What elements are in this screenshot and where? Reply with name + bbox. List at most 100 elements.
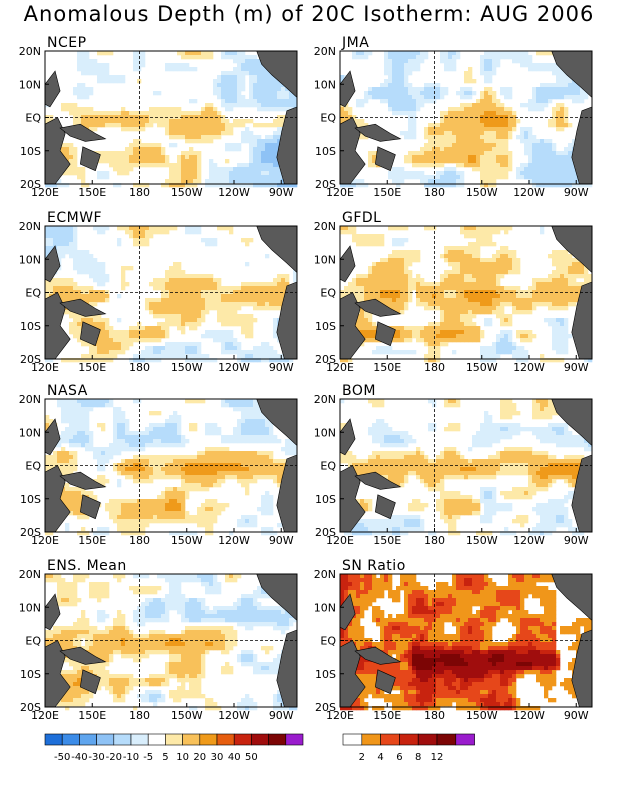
heatmap-cell bbox=[185, 167, 190, 172]
heatmap-cell bbox=[552, 342, 557, 347]
heatmap-cell bbox=[508, 111, 513, 116]
heatmap-cell bbox=[277, 286, 282, 291]
heatmap-cell bbox=[73, 326, 78, 331]
heatmap-cell bbox=[253, 91, 258, 96]
heatmap-cell bbox=[105, 123, 110, 128]
heatmap-cell bbox=[556, 282, 561, 287]
heatmap-cell bbox=[564, 111, 569, 116]
heatmap-cell bbox=[237, 306, 242, 311]
heatmap-cell bbox=[193, 183, 198, 188]
heatmap-cell bbox=[460, 91, 465, 96]
heatmap-cell bbox=[408, 67, 413, 72]
heatmap-cell bbox=[61, 467, 66, 472]
heatmap-cell bbox=[484, 322, 489, 327]
heatmap-cell bbox=[145, 123, 150, 128]
heatmap-cell bbox=[221, 302, 226, 307]
heatmap-cell bbox=[181, 131, 186, 136]
heatmap-cell bbox=[456, 330, 461, 335]
heatmap-cell bbox=[404, 111, 409, 116]
heatmap-cell bbox=[189, 99, 194, 104]
heatmap-cell bbox=[472, 262, 477, 267]
heatmap-cell bbox=[161, 226, 166, 231]
heatmap-cell bbox=[185, 123, 190, 128]
heatmap-cell bbox=[189, 322, 194, 327]
heatmap-cell bbox=[468, 143, 473, 148]
heatmap-cell bbox=[273, 135, 278, 140]
heatmap-cell bbox=[45, 282, 50, 287]
heatmap-cell bbox=[580, 183, 585, 188]
heatmap-cell bbox=[404, 71, 409, 76]
heatmap-cell bbox=[400, 75, 405, 80]
heatmap-cell bbox=[556, 115, 561, 120]
heatmap-cell bbox=[448, 246, 453, 251]
heatmap-cell bbox=[356, 183, 361, 188]
heatmap-cell bbox=[448, 298, 453, 303]
heatmap-cell bbox=[153, 282, 158, 287]
heatmap-cell bbox=[285, 358, 290, 363]
heatmap-cell bbox=[388, 346, 393, 351]
heatmap-cell bbox=[564, 326, 569, 331]
heatmap-cell bbox=[552, 71, 557, 76]
heatmap-cell bbox=[237, 342, 242, 347]
heatmap-cell bbox=[500, 306, 505, 311]
heatmap-cell bbox=[133, 59, 138, 64]
heatmap-cell bbox=[460, 310, 465, 315]
heatmap-cell bbox=[492, 346, 497, 351]
heatmap-cell bbox=[193, 322, 198, 327]
heatmap-cell bbox=[253, 103, 258, 108]
heatmap-cell bbox=[520, 338, 525, 343]
heatmap-cell bbox=[552, 87, 557, 92]
heatmap-cell bbox=[145, 242, 150, 247]
heatmap-cell bbox=[516, 262, 521, 267]
heatmap-cell bbox=[528, 159, 533, 164]
heatmap-cell bbox=[416, 67, 421, 72]
heatmap-cell bbox=[364, 123, 369, 128]
heatmap-cell bbox=[404, 282, 409, 287]
heatmap-cell bbox=[173, 282, 178, 287]
heatmap-cell bbox=[488, 167, 493, 172]
heatmap-cell bbox=[65, 242, 70, 247]
heatmap-cell bbox=[165, 230, 170, 235]
heatmap-cell bbox=[273, 298, 278, 303]
heatmap-cell bbox=[408, 103, 413, 108]
heatmap-cell bbox=[221, 310, 226, 315]
heatmap-cell bbox=[229, 103, 234, 108]
heatmap-cell bbox=[221, 51, 226, 56]
heatmap-cell bbox=[504, 258, 509, 263]
heatmap-cell bbox=[492, 290, 497, 295]
heatmap-cell bbox=[277, 175, 282, 180]
heatmap-cell bbox=[504, 226, 509, 231]
heatmap-cell bbox=[484, 59, 489, 64]
heatmap-cell bbox=[73, 286, 78, 291]
heatmap-cell bbox=[153, 278, 158, 283]
heatmap-cell bbox=[400, 83, 405, 88]
heatmap-cell bbox=[273, 318, 278, 323]
heatmap-cell bbox=[400, 250, 405, 255]
heatmap-cell bbox=[456, 286, 461, 291]
heatmap-cell bbox=[117, 171, 122, 176]
heatmap-cell bbox=[452, 167, 457, 172]
heatmap-cell bbox=[428, 83, 433, 88]
heatmap-cell bbox=[488, 127, 493, 132]
heatmap-cell bbox=[65, 107, 70, 112]
heatmap-cell bbox=[384, 270, 389, 275]
heatmap-cell bbox=[281, 87, 286, 92]
heatmap-cell bbox=[412, 107, 417, 112]
y-tick-label: 10N bbox=[314, 253, 336, 266]
heatmap-cell bbox=[584, 274, 589, 279]
heatmap-cell bbox=[157, 338, 162, 343]
heatmap-cell bbox=[137, 358, 142, 363]
heatmap-cell bbox=[440, 127, 445, 132]
heatmap-cell bbox=[193, 131, 198, 136]
heatmap-cell bbox=[177, 63, 182, 68]
heatmap-cell bbox=[209, 286, 214, 291]
heatmap-cell bbox=[356, 99, 361, 104]
heatmap-cell bbox=[61, 358, 66, 363]
heatmap-cell bbox=[193, 151, 198, 156]
heatmap-cell bbox=[480, 183, 485, 188]
heatmap-cell bbox=[412, 278, 417, 283]
heatmap-cell bbox=[504, 318, 509, 323]
x-tick-label: 120E bbox=[326, 186, 354, 199]
heatmap-cell bbox=[77, 63, 82, 68]
heatmap-cell bbox=[548, 183, 553, 188]
